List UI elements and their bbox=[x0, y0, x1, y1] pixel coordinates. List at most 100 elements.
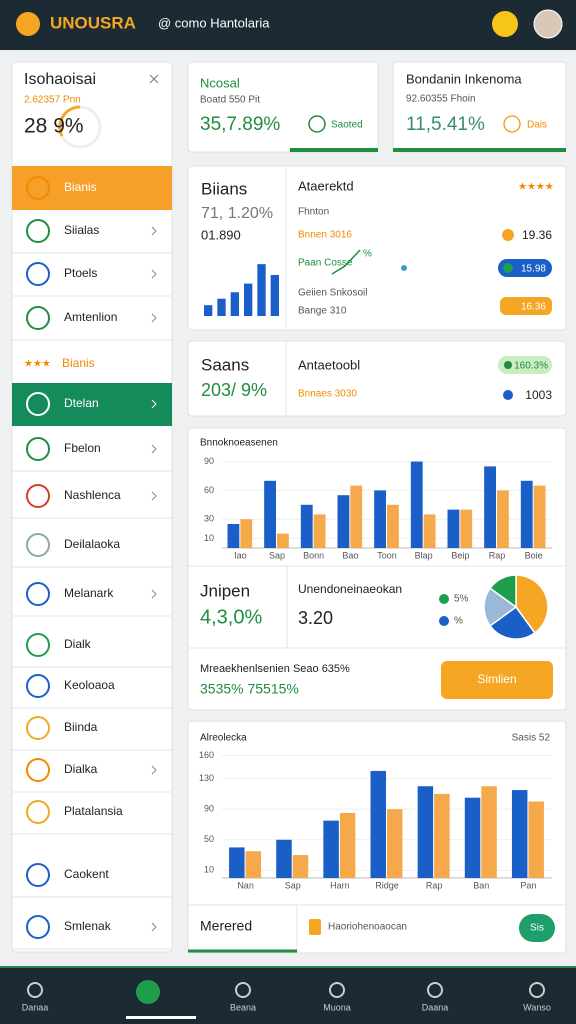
nav-active[interactable] bbox=[136, 980, 160, 1004]
sidebar-value: 28 9% bbox=[24, 115, 84, 138]
panel-title: Saans bbox=[201, 355, 249, 374]
logo: UNOUSRA bbox=[50, 13, 136, 32]
x-tick-label: Sap bbox=[269, 550, 285, 560]
bar bbox=[292, 855, 309, 878]
icon bbox=[309, 919, 321, 935]
button-label[interactable]: Sis bbox=[530, 923, 544, 934]
bar bbox=[533, 485, 546, 548]
nav-label[interactable]: Wanso bbox=[523, 1002, 551, 1012]
bar bbox=[300, 504, 313, 548]
menu-item[interactable]: Ptoels bbox=[64, 266, 97, 280]
menu-item[interactable]: Amtenlion bbox=[64, 310, 117, 324]
bar bbox=[339, 813, 356, 878]
x-tick-label: Rap bbox=[489, 550, 506, 560]
summary-title: Unendoneinaeokan bbox=[298, 582, 402, 596]
x-tick-label: Blap bbox=[415, 550, 433, 560]
legend-dot bbox=[439, 594, 449, 604]
button[interactable] bbox=[519, 914, 555, 942]
menu-item[interactable]: Smlenak bbox=[64, 919, 112, 933]
menu-item[interactable]: Fbelon bbox=[64, 441, 101, 455]
sidebar-title: Isohaoisai bbox=[24, 71, 96, 88]
menu-icon bbox=[26, 262, 50, 286]
bar bbox=[277, 533, 289, 548]
bar bbox=[410, 461, 423, 548]
menu-item[interactable]: Biinda bbox=[64, 720, 98, 734]
summary-value: 3.20 bbox=[298, 608, 333, 628]
nav-icon bbox=[235, 982, 251, 998]
kpi-badge: Saoted bbox=[331, 120, 363, 131]
nav-label[interactable]: Muona bbox=[323, 1002, 351, 1012]
badge-icon bbox=[308, 115, 326, 133]
chevron bbox=[151, 765, 157, 775]
x-tick-label: Bao bbox=[342, 550, 358, 560]
row-note: % bbox=[363, 249, 372, 260]
x-tick-label: Ban bbox=[473, 880, 489, 890]
row-value: 19.36 bbox=[522, 228, 552, 242]
y-tick-label: 10 bbox=[204, 865, 214, 875]
sidebar-subtitle: 2.62357 Pnn bbox=[24, 95, 81, 106]
menu-icon bbox=[26, 219, 50, 243]
menu-item[interactable]: Nashlenca bbox=[64, 488, 121, 502]
menu-icon bbox=[26, 484, 50, 508]
kpi-card bbox=[187, 61, 379, 153]
sidebar bbox=[11, 61, 173, 953]
sparkline bbox=[331, 249, 361, 275]
home-bar bbox=[126, 1016, 196, 1019]
menu-item[interactable]: Deilalaoka bbox=[64, 537, 120, 551]
menu-item[interactable]: Melanark bbox=[64, 586, 114, 600]
bar bbox=[370, 770, 386, 878]
row-value: 16.36 bbox=[521, 302, 546, 313]
y-tick-label: 90 bbox=[204, 804, 214, 814]
x-tick-label: Iao bbox=[234, 550, 247, 560]
chevron bbox=[151, 589, 157, 599]
menu-item[interactable]: Keoloaoa bbox=[64, 678, 115, 692]
y-tick-label: 130 bbox=[199, 773, 214, 783]
menu-item[interactable]: Bianis bbox=[62, 356, 95, 370]
chevron bbox=[151, 491, 157, 501]
notification[interactable] bbox=[492, 11, 518, 37]
nav-label[interactable]: Danaa bbox=[22, 1002, 49, 1012]
menu-icon bbox=[26, 863, 50, 887]
y-tick-label: 50 bbox=[204, 834, 214, 844]
bar bbox=[240, 519, 253, 548]
menu-item[interactable]: Caokent bbox=[64, 867, 109, 881]
menu-item[interactable]: Dialka bbox=[64, 762, 98, 776]
menu-item[interactable]: Platalansia bbox=[64, 804, 123, 818]
header bbox=[0, 0, 576, 50]
button-label[interactable]: Simlien bbox=[477, 672, 516, 686]
chevron bbox=[151, 269, 157, 279]
close[interactable] bbox=[149, 74, 159, 84]
nav-icon bbox=[27, 982, 43, 998]
x-tick-label: Sap bbox=[285, 880, 301, 890]
button[interactable] bbox=[441, 661, 553, 699]
y-tick-label: 30 bbox=[204, 514, 214, 524]
nav-label[interactable]: Daana bbox=[422, 1002, 449, 1012]
menu-item[interactable]: Dtelan bbox=[64, 396, 99, 410]
menu-item[interactable]: Dialk bbox=[64, 637, 92, 651]
menu-item[interactable]: Siialas bbox=[64, 223, 99, 237]
menu-icon bbox=[26, 633, 50, 657]
chevron bbox=[151, 313, 157, 323]
bar bbox=[264, 480, 276, 548]
pill bbox=[500, 297, 552, 315]
bar bbox=[270, 274, 279, 316]
bar bbox=[257, 264, 266, 316]
nav-icon bbox=[329, 982, 345, 998]
bar bbox=[227, 524, 240, 548]
footer-text: Haoriohenoaocan bbox=[328, 922, 407, 933]
x-tick-label: Bonn bbox=[303, 550, 324, 560]
kpi-title: Bondanin Inkenoma bbox=[406, 71, 522, 86]
pie-slice bbox=[489, 574, 517, 609]
menu-active bbox=[12, 383, 172, 426]
bar bbox=[387, 504, 399, 548]
nav-label[interactable]: Beana bbox=[230, 1002, 256, 1012]
menu-item[interactable]: Bianis bbox=[64, 180, 97, 194]
bar bbox=[229, 847, 245, 878]
dot bbox=[503, 390, 513, 400]
panel bbox=[187, 340, 567, 417]
bar bbox=[204, 305, 213, 316]
tab[interactable]: Merered bbox=[200, 918, 252, 934]
nav-icon bbox=[529, 982, 545, 998]
search[interactable]: @ como Hantolaria bbox=[158, 15, 270, 30]
avatar[interactable] bbox=[533, 9, 563, 39]
